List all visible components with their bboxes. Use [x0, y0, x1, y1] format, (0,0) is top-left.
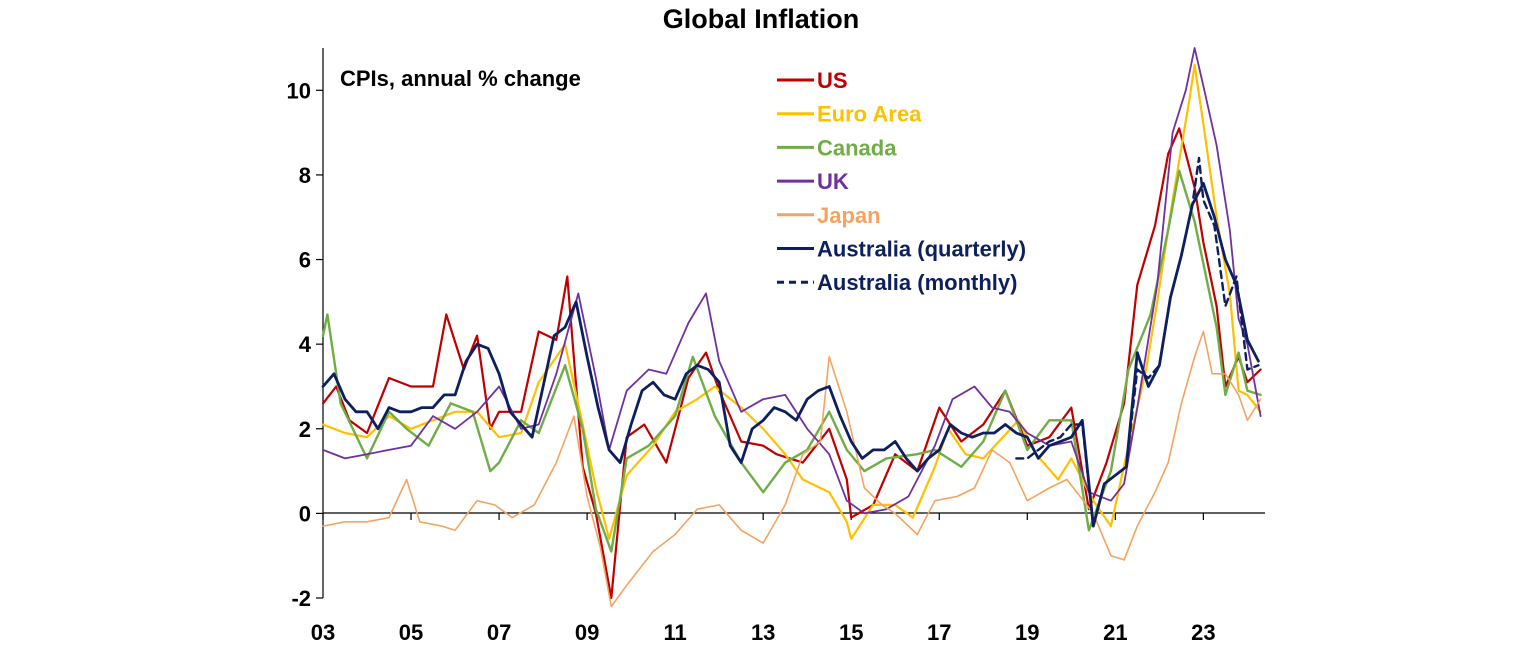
x-tick-label: 09: [575, 620, 599, 645]
plot-area: -2 0 2 4 6 8 10 03 05 07 09 11 13 15 17 19 21 23: [287, 47, 1265, 645]
x-tick-label: 03: [311, 620, 335, 645]
y-tick-label: 4: [299, 332, 312, 357]
chart-title: Global Inflation: [663, 4, 860, 34]
legend-label: US: [817, 68, 848, 93]
chart-subtitle: CPIs, annual % change: [340, 66, 581, 91]
y-tick-group: -2 0 2 4 6 8 10: [287, 78, 323, 611]
x-tick-label: 17: [927, 620, 951, 645]
x-tick-label: 05: [399, 620, 423, 645]
y-tick-label: 6: [299, 248, 311, 273]
x-tick-group: 03 05 07 09 11 13 15 17 19 21 23: [311, 513, 1216, 645]
x-tick-label: 13: [751, 620, 775, 645]
x-tick-label: 11: [664, 620, 687, 645]
series-line-australia-quarterly: [321, 182, 1260, 528]
series-line-us: [321, 127, 1262, 600]
legend-label: Japan: [817, 203, 881, 228]
x-tick-label: 19: [1015, 620, 1039, 645]
series-line-canada: [321, 169, 1262, 553]
series-line-australia-monthly: [1015, 156, 1260, 528]
series-layer: [321, 47, 1262, 608]
x-tick-label: 21: [1103, 620, 1127, 645]
legend-label: Canada: [817, 135, 897, 160]
x-tick-label: 15: [839, 620, 863, 645]
legend-label: Euro Area: [817, 102, 922, 127]
legend-label: Australia (quarterly): [817, 237, 1026, 262]
series-line-euro-area: [321, 63, 1262, 540]
legend-label: UK: [817, 169, 849, 194]
legend: US Euro Area Canada UK Japan Australia (quart…: [777, 68, 1026, 295]
y-tick-label: 0: [299, 501, 311, 526]
series-line-japan: [322, 330, 1262, 608]
y-tick-label: 8: [299, 163, 311, 188]
y-tick-label: 10: [287, 78, 311, 103]
y-tick-label: 2: [299, 417, 311, 442]
x-tick-label: 23: [1191, 620, 1215, 645]
y-tick-label: -2: [291, 586, 311, 611]
legend-label: Australia (monthly): [817, 270, 1017, 295]
x-tick-label: 07: [487, 620, 511, 645]
